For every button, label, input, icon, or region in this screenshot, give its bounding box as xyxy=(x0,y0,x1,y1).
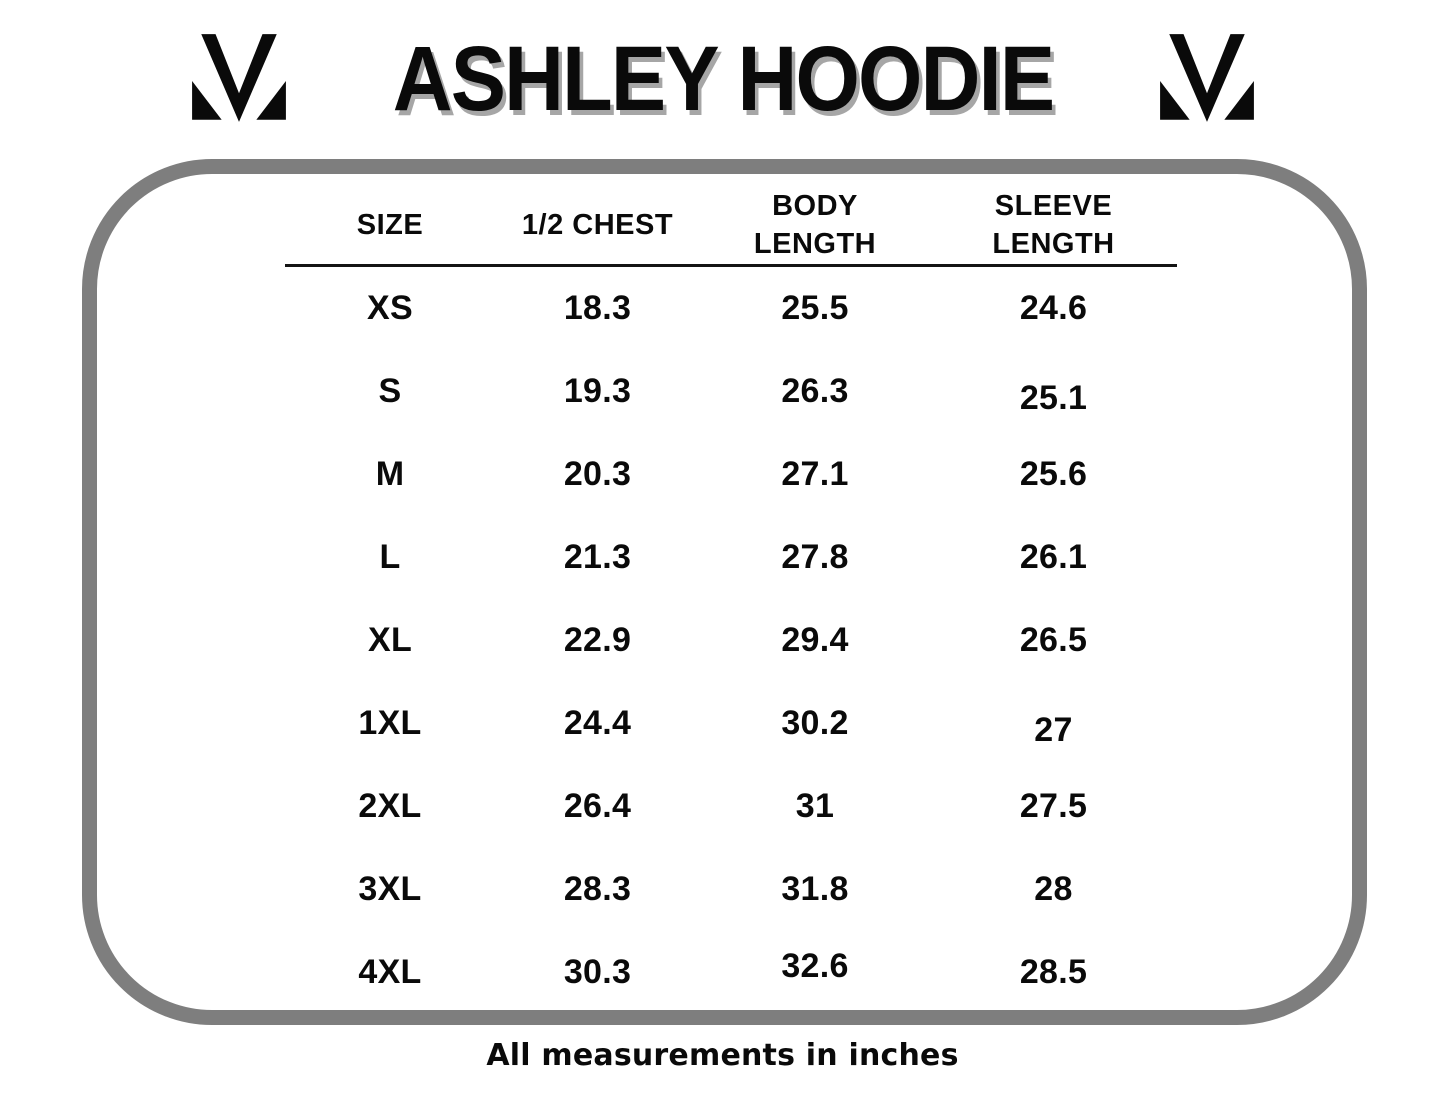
cell-sleeve-length: 28 xyxy=(1034,870,1073,908)
cell-half-chest: 21.3 xyxy=(563,538,632,576)
table-row-s: S 19.3 26.3 25.1 xyxy=(285,350,1177,433)
table-row-xs: XS 18.3 25.5 24.6 xyxy=(285,267,1177,350)
cell-half-chest: 28.3 xyxy=(563,870,632,908)
table-row-m: M 20.3 27.1 25.6 xyxy=(285,433,1177,516)
cell-half-chest: 24.4 xyxy=(563,704,632,742)
column-header-size: SIZE xyxy=(356,208,424,241)
table-row-4xl: 4XL 30.3 32.6 28.5 xyxy=(285,931,1177,1014)
cell-half-chest: 22.9 xyxy=(563,621,632,659)
cell-body-length: 31.8 xyxy=(781,870,849,908)
cell-sleeve-length: 25.1 xyxy=(1019,379,1088,417)
size-table: SIZE 1/2 CHEST BODY LENGTH SLEEVE LENGTH… xyxy=(285,186,1177,1014)
table-row-1xl: 1XL 24.4 30.2 27 xyxy=(285,682,1177,765)
brand-m-monogram-icon xyxy=(188,34,290,124)
cell-size: 3XL xyxy=(358,870,422,908)
cell-size: XL xyxy=(367,621,413,659)
cell-body-length: 27.8 xyxy=(781,538,849,576)
cell-sleeve-length: 26.1 xyxy=(1019,538,1088,576)
column-header-sleeve-length: SLEEVE LENGTH xyxy=(992,189,1115,260)
cell-size: L xyxy=(379,538,401,576)
cell-half-chest: 20.3 xyxy=(563,455,632,493)
cell-body-length: 29.4 xyxy=(781,621,849,659)
cell-sleeve-length: 27.5 xyxy=(1019,787,1088,825)
column-header-body-length: BODY LENGTH xyxy=(753,189,877,260)
table-row-xl: XL 22.9 29.4 26.5 xyxy=(285,599,1177,682)
cell-half-chest: 18.3 xyxy=(563,289,632,327)
cell-sleeve-length: 26.5 xyxy=(1019,621,1088,659)
table-header-row: SIZE 1/2 CHEST BODY LENGTH SLEEVE LENGTH xyxy=(285,186,1177,267)
cell-size: S xyxy=(378,372,402,410)
cell-size: 1XL xyxy=(358,704,422,742)
cell-body-length: 26.3 xyxy=(781,372,849,410)
cell-sleeve-length: 28.5 xyxy=(1019,953,1088,991)
cell-sleeve-length: 24.6 xyxy=(1019,289,1088,327)
footer-note: All measurements in inches xyxy=(486,1038,959,1073)
brand-m-monogram-icon xyxy=(1156,34,1258,124)
chart-frame xyxy=(82,159,1367,1025)
cell-sleeve-length: 25.6 xyxy=(1019,455,1088,493)
page-title: ASHLEY HOODIE xyxy=(392,27,1054,130)
cell-body-length: 25.5 xyxy=(781,289,849,327)
table-row-l: L 21.3 27.8 26.1 xyxy=(285,516,1177,599)
cell-size: 4XL xyxy=(358,953,422,991)
cell-half-chest: 26.4 xyxy=(563,787,632,825)
cell-half-chest: 30.3 xyxy=(563,953,632,991)
cell-size: XS xyxy=(367,289,413,327)
masthead: ASHLEY HOODIE xyxy=(0,18,1445,140)
cell-size: M xyxy=(375,455,405,493)
cell-sleeve-length: 27 xyxy=(1034,711,1073,749)
cell-body-length: 30.2 xyxy=(781,704,849,742)
cell-body-length: 31 xyxy=(795,787,835,825)
table-row-2xl: 2XL 26.4 31 27.5 xyxy=(285,765,1177,848)
cell-body-length: 32.6 xyxy=(781,947,849,985)
cell-size: 2XL xyxy=(358,787,422,825)
table-row-3xl: 3XL 28.3 31.8 28 xyxy=(285,848,1177,931)
cell-body-length: 27.1 xyxy=(781,455,849,493)
column-header-half-chest: 1/2 CHEST xyxy=(521,208,674,241)
cell-half-chest: 19.3 xyxy=(563,372,632,410)
